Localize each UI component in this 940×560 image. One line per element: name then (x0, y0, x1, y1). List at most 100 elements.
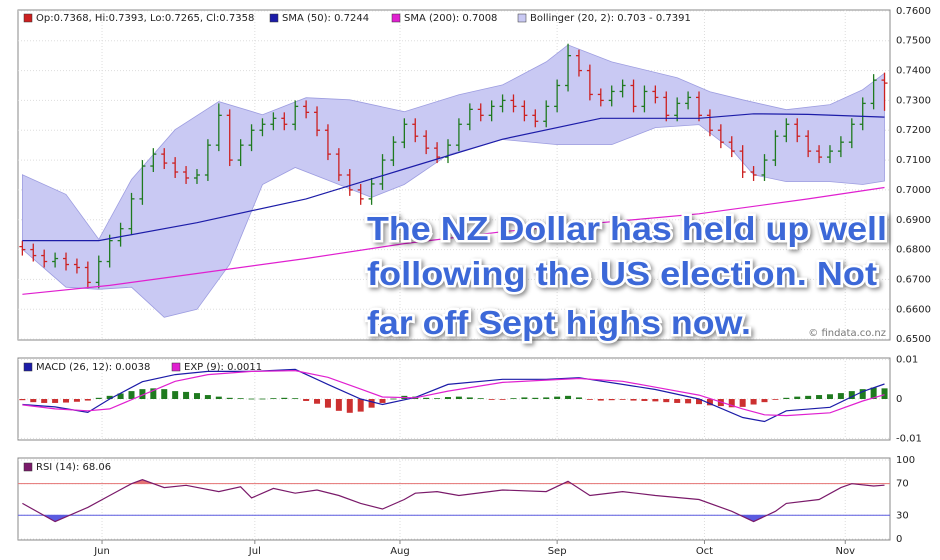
histogram-bar (270, 398, 277, 400)
legend-label: MACD (26, 12): 0.0038 (36, 362, 150, 373)
panel (17, 457, 891, 541)
histogram-bar (303, 399, 310, 401)
legend-label: Bollinger (20, 2): 0.703 - 0.7391 (530, 13, 691, 24)
histogram-bar (696, 399, 703, 405)
y-tick-label: 0.7100 (896, 155, 931, 166)
y-tick-label: 0.7200 (896, 125, 931, 136)
series-line (22, 369, 885, 417)
legend-label: SMA (50): 0.7244 (282, 13, 369, 24)
legend-swatch (171, 362, 181, 372)
histogram-bar (674, 399, 681, 403)
histogram-bar (183, 391, 190, 399)
histogram-bar (881, 388, 888, 399)
histogram-bar (314, 399, 321, 404)
histogram-bar (95, 397, 102, 399)
y-tick-label: 0.7400 (896, 66, 931, 77)
annotation: following the US election. Not (367, 255, 877, 292)
histogram-bar (750, 399, 757, 405)
legend-swatch (391, 13, 401, 23)
histogram-bar (619, 399, 626, 400)
histogram-bar (335, 399, 342, 411)
y-tick-label: 0.7500 (896, 36, 931, 47)
histogram-bar (794, 396, 801, 399)
histogram-bar (565, 395, 572, 399)
histogram-bar (41, 399, 48, 403)
y-tick-label: 100 (896, 455, 915, 466)
source-note: © findata.co.nz (808, 328, 886, 339)
legend-swatch (517, 13, 527, 23)
histogram-bar (455, 396, 462, 399)
histogram-bar (84, 399, 91, 401)
histogram-bar (772, 399, 779, 400)
histogram-bar (139, 389, 146, 399)
x-tick-label: Nov (835, 546, 855, 557)
x-tick-label: Aug (390, 546, 410, 557)
series-line (22, 368, 885, 423)
histogram-bar (204, 395, 211, 399)
y-tick-label: 0.6800 (896, 245, 931, 256)
histogram-bar (444, 397, 451, 399)
histogram-bar (641, 399, 648, 401)
histogram-bar (826, 394, 833, 399)
histogram-bar (554, 396, 561, 399)
histogram-bar (368, 399, 375, 408)
histogram-bar (379, 399, 386, 403)
histogram-bar (575, 397, 582, 399)
histogram-bar (837, 393, 844, 399)
histogram-bar (510, 398, 517, 400)
histogram-bar (434, 398, 441, 400)
histogram-bar (870, 387, 877, 399)
y-tick-label: 0 (896, 394, 902, 405)
histogram-bar (150, 388, 157, 399)
legend-label: RSI (14): 68.06 (36, 462, 111, 473)
histogram-bar (346, 399, 353, 413)
y-tick-label: 0 (896, 534, 902, 545)
histogram-bar (128, 391, 135, 399)
histogram-bar (739, 399, 746, 407)
histogram-bar (521, 397, 528, 399)
y-tick-label: 70 (896, 479, 909, 490)
series-line (22, 479, 885, 523)
histogram-bar (73, 399, 80, 402)
y-tick-label: 0.6600 (896, 304, 931, 315)
histogram-bar (761, 399, 768, 403)
annotation: The NZ Dollar has held up well (367, 210, 887, 247)
legend-swatch (269, 13, 279, 23)
histogram-bar (248, 398, 255, 400)
histogram-bar (783, 397, 790, 399)
legend-swatch (23, 462, 33, 472)
histogram-bar (30, 399, 37, 403)
x-tick-label: Oct (696, 546, 713, 557)
y-tick-label: 0.6700 (896, 274, 931, 285)
histogram-bar (172, 391, 179, 399)
histogram-bar (226, 397, 233, 399)
histogram-bar (706, 399, 713, 406)
histogram-bar (423, 397, 430, 399)
histogram-bar (488, 399, 495, 400)
histogram-bar (357, 399, 364, 412)
y-tick-label: 0.7600 (896, 6, 931, 17)
histogram-bar (859, 389, 866, 399)
histogram-bar (466, 397, 473, 399)
histogram-bar (259, 398, 266, 400)
x-tick-label: Jun (93, 546, 110, 557)
series-line (22, 186, 885, 295)
histogram-bar (324, 399, 331, 408)
annotation: far off Sept highs now. (367, 304, 751, 341)
histogram-bar (161, 389, 168, 399)
histogram-bar (63, 399, 70, 403)
legend-swatch (23, 13, 33, 23)
legend-swatch (23, 362, 33, 372)
y-tick-label: 0.7000 (896, 185, 931, 196)
histogram-bar (728, 399, 735, 408)
histogram-bar (532, 397, 539, 399)
histogram-bar (117, 393, 124, 399)
y-tick-label: 0.6900 (896, 215, 931, 226)
histogram-bar (52, 399, 59, 403)
histogram-bar (390, 398, 397, 400)
x-tick-label: Jul (248, 546, 261, 557)
histogram-bar (608, 399, 615, 401)
histogram-bar (586, 399, 593, 400)
histogram-bar (543, 397, 550, 399)
